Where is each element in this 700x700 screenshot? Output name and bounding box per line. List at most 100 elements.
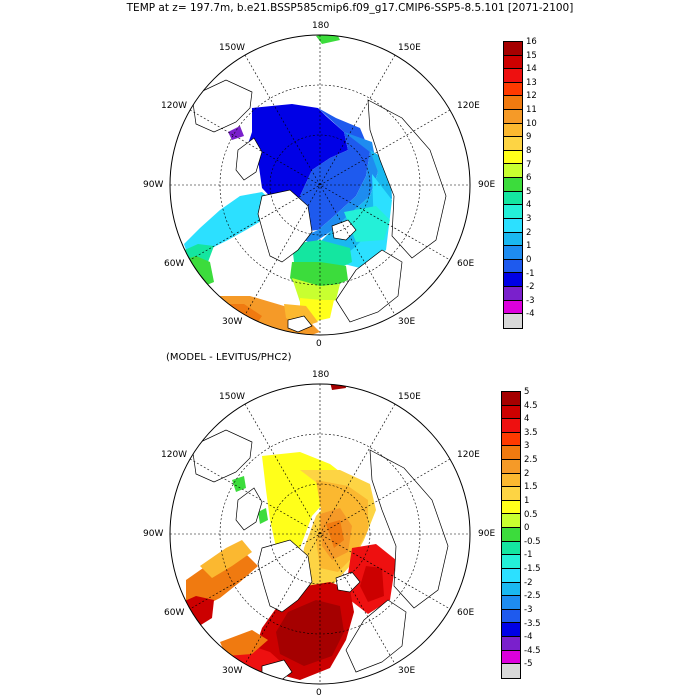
field-nordic-lime [292,278,340,306]
colorbar-label: 6 [526,173,532,184]
lon-label: 90W [143,180,164,190]
lon-label: 60W [164,608,185,618]
colorbar-swatch [504,96,522,111]
land-svalbard [331,219,357,241]
colorbar-label: 14 [526,64,537,75]
field-orange-hot [326,520,344,548]
colorbar-swatch [504,82,522,97]
colorbar-swatch [504,69,522,83]
colorbar-label: -0.5 [524,536,541,547]
colorbar-swatch [504,178,522,192]
colorbar-label: 16 [526,37,537,47]
colorbar-label: -3 [526,295,535,306]
colorbar-label: 1 [526,241,532,252]
lon-label: 0 [316,688,322,698]
colorbar-swatch [502,623,520,637]
colorbar-label: -4.5 [524,645,541,656]
colorbar-label: 0.5 [524,509,538,520]
field-north-green [316,35,340,44]
colorbar-label: 2.5 [524,455,538,466]
colorbar-label: 1.5 [524,482,538,493]
colorbar-swatch [504,232,522,247]
field-blue [292,108,370,232]
colorbar-label: 9 [526,132,532,143]
colorbar-swatch [504,110,522,124]
lon-label: 120W [161,101,188,111]
colorbar-label: 11 [526,105,537,116]
lon-label: 30E [398,666,416,676]
colorbar-swatch [504,42,522,56]
colorbar-label: 4 [526,200,532,211]
lon-label: 90E [478,180,496,190]
colorbar-swatch [502,392,520,406]
colorbar-label: 3.5 [524,427,538,438]
lon-label: 150W [219,43,246,53]
colorbar-label: -3.5 [524,618,541,629]
figure-title: TEMP at z= 197.7m, b.e21.BSSP585cmip6.f0… [126,2,574,14]
colorbar-label: 4.5 [524,400,538,411]
field-baffin-cyan [184,192,276,262]
lon-label: 0 [316,339,322,349]
colorbar-label: 3 [524,441,530,452]
colorbar-swatch [504,300,522,315]
colorbar-swatch [502,514,520,529]
colorbar-swatch [502,596,520,610]
land-greenland [257,189,313,263]
colorbar-label: -4 [526,309,535,320]
colorbar-swatch [502,460,520,474]
colorbar-label: 15 [526,50,537,61]
field-orange-core [320,508,352,560]
land-ellesmere [235,487,263,531]
colorbar-label: 4 [524,414,530,425]
lon-label: 120E [457,450,480,460]
land-alaska [191,429,253,483]
colorbar-swatch [504,218,522,233]
colorbar-label: 2 [526,227,532,238]
lon-label: 30W [222,317,243,327]
colorbar-swatch [504,191,522,206]
colorbar-swatch [502,555,520,569]
colorbar-bottom-labels: 5 4.5 4 3.5 3 2.5 2 1.5 1 0.5 0 -0.5 -1 -1.5 -2 -2.5 -3 -… [524,387,564,687]
difference-subtitle: (MODEL - LEVITUS/PHC2) [166,352,292,363]
colorbar-swatch [502,541,520,556]
colorbar-swatch [502,432,520,447]
field-purple-patch [228,126,244,140]
field-barents-red [348,544,396,614]
colorbar-label: 3 [526,214,532,225]
colorbar-swatch [504,55,522,70]
field-nordic-teal [292,240,352,270]
lon-label: 30W [222,666,243,676]
colorbar-swatch [502,650,520,665]
lon-label: 120E [457,101,480,111]
field-baffin-green [232,476,246,492]
colorbar-label: 7 [526,159,532,170]
lon-label: 150E [398,43,421,53]
colorbar-swatch [502,568,520,583]
land-siberia [369,449,449,609]
colorbar-swatch [502,528,520,542]
colorbar-label: -2 [526,282,535,293]
colorbar-swatch [502,500,520,515]
land-siberia [367,99,447,259]
field-baffin-teal [180,244,214,278]
field-nordic-darkred [276,600,344,666]
lon-label: 120W [161,450,188,460]
field-canada-orange [186,554,258,608]
land-ellesmere [235,137,263,181]
field-nordic-green [290,262,348,292]
colorbar-swatch [502,419,520,433]
lon-label: 180 [312,370,330,380]
colorbar-swatch [502,664,520,678]
field-atlantic-gold [284,304,318,328]
colorbar-swatch [504,273,522,287]
colorbar-label: 5 [524,387,530,397]
colorbar-label: -1.5 [524,564,541,575]
field-orange-central [316,480,368,572]
colorbar-top-labels: 16 15 14 13 12 11 10 9 8 7 6 5 4 3 2 1 0 -1 -2 -3 -4 [526,37,566,337]
lon-label: 90W [143,529,164,539]
lon-label: 150E [398,392,421,402]
colorbar-label: 13 [526,77,537,88]
field-light-blue [314,150,392,254]
